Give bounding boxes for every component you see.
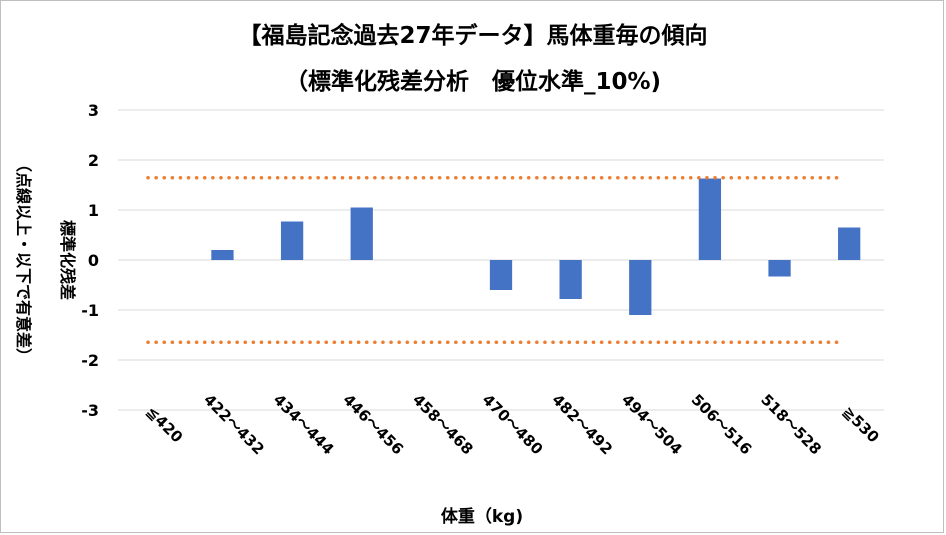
bar: [559, 260, 582, 299]
threshold-lines: [146, 176, 846, 344]
y-tick-label: 2: [88, 151, 99, 170]
bar: [280, 221, 304, 260]
x-axis-label: 体重（kg): [441, 506, 523, 527]
y-axis-note: （点線以上・以下で有意差）: [14, 156, 33, 364]
bar: [768, 260, 791, 277]
x-tick-label: ≧530: [839, 403, 883, 447]
x-tick-label: 434～444: [270, 391, 338, 459]
x-tick-label: 470～480: [479, 391, 547, 459]
bar: [629, 260, 652, 315]
x-tick-label: 506～516: [688, 391, 756, 459]
x-tick-labels: ≦420 422～432 434～444 446～456 458～468 470～480 4…: [142, 391, 882, 459]
y-tick-label: 3: [88, 101, 99, 120]
x-tick-label: 518～528: [757, 391, 825, 459]
y-tick-label: -3: [81, 401, 99, 420]
bar: [698, 178, 722, 260]
y-tick-label: -2: [81, 351, 99, 370]
x-tick-label: 422～432: [200, 391, 268, 459]
y-tick-labels: 3 2 1 0 -1 -2 -3: [81, 101, 99, 420]
y-tick-label: 0: [88, 251, 99, 270]
bars: [211, 178, 861, 315]
bar: [489, 260, 513, 290]
x-tick-label: ≦420: [142, 403, 186, 447]
bar: [838, 227, 861, 260]
y-tick-label: 1: [88, 201, 99, 220]
x-tick-label: 446～456: [339, 391, 407, 459]
bar: [350, 207, 373, 260]
y-tick-label: -1: [81, 301, 99, 320]
x-tick-label: 458～468: [409, 391, 477, 459]
x-tick-label: 482～492: [548, 391, 616, 459]
chart-subtitle: （標準化残差分析 優位水準_10%): [284, 69, 662, 95]
x-tick-label: 494～504: [618, 391, 686, 459]
bar: [211, 250, 234, 260]
chart-title: 【福島記念過去27年データ】馬体重毎の傾向: [238, 23, 708, 49]
y-axis-label: 標準化残差: [58, 220, 77, 300]
